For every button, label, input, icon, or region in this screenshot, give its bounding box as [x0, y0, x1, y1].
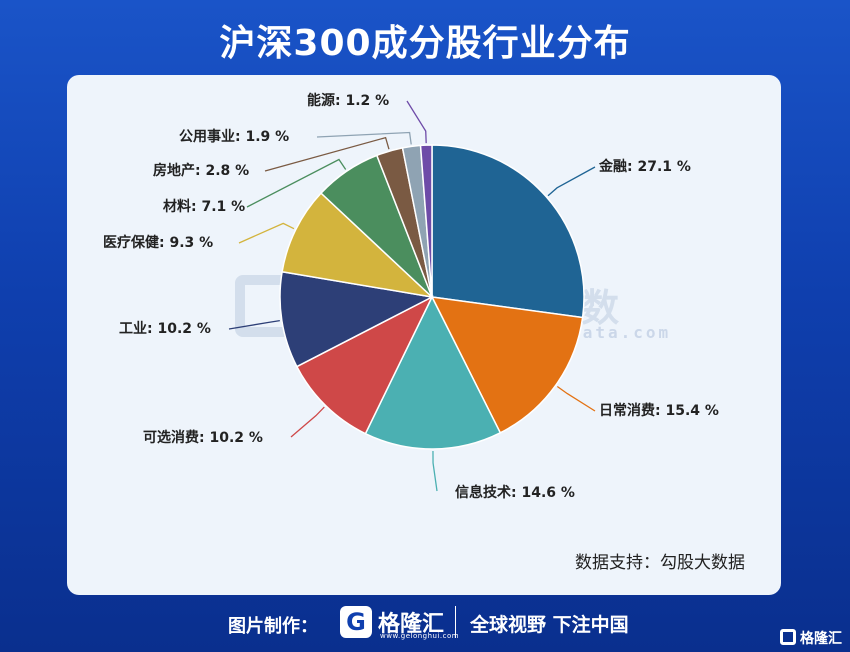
slice-label-4: 工业: 10.2 % — [119, 321, 211, 337]
pie-slice-3 — [295, 295, 434, 435]
slice-label-9: 能源: 1.2 % — [307, 92, 389, 109]
slice-label-0: 金融: 27.1 % — [598, 158, 691, 175]
slice-label-1: 日常消费: 15.4 % — [599, 402, 719, 419]
chart-card: 勾股大数据 www.gogudata.com 金融: 27.1 %日常消费: 1… — [67, 75, 781, 595]
slice-label-3: 可选消费: 10.2 % — [143, 429, 263, 446]
footer-url: www.gelonghui.com — [380, 632, 460, 640]
footer-label: 图片制作： — [228, 616, 318, 637]
brand-logo-icon: G — [340, 606, 372, 638]
leader-line-5 — [238, 222, 295, 244]
pie-slice-5 — [281, 192, 435, 299]
page-title: 沪深300成分股行业分布 — [219, 23, 631, 64]
pie-chart: 金融: 27.1 % 日常消费: 15.4 % 信息技术: 14.6 % 可选消费: … — [103, 92, 719, 501]
leader-line-6 — [246, 158, 347, 208]
leader-line-9 — [406, 100, 427, 144]
pie-slice-0 — [431, 144, 585, 319]
footer-brand: 格隆汇 — [378, 612, 445, 637]
pie-slice-2 — [364, 295, 502, 450]
footer: 图片制作： G 格隆汇 www.gelonghui.com 全球视野 下注中国 — [0, 600, 850, 652]
slice-label-2: 信息技术: 14.6 % — [455, 484, 575, 501]
leader-line-2 — [432, 450, 438, 492]
data-source: 数据支持：勾股大数据 — [575, 553, 745, 573]
slice-label-6: 材料: 7.1 % — [163, 198, 245, 215]
leader-line-3 — [290, 406, 325, 438]
corner-brand-text: 格隆汇 — [800, 631, 842, 647]
leader-line-0 — [547, 166, 596, 197]
slice-label-5: 医疗保健: 9.3 % — [103, 234, 213, 251]
pie-slice-1 — [430, 296, 584, 434]
corner-brand: 格隆汇 — [780, 628, 842, 648]
leader-line-8 — [316, 131, 412, 145]
leader-line-1 — [556, 385, 596, 412]
leader-line-7 — [264, 136, 390, 172]
slice-label-7: 房地产: 2.8 % — [153, 162, 249, 179]
pie-slice-4 — [279, 270, 435, 368]
corner-logo-icon — [780, 629, 796, 645]
slice-label-8: 公用事业: 1.9 % — [179, 128, 289, 145]
pie-slice-9 — [419, 144, 433, 298]
footer-divider — [455, 606, 456, 638]
footer-slogan: 全球视野 下注中国 — [470, 614, 629, 636]
leader-line-4 — [228, 320, 280, 330]
